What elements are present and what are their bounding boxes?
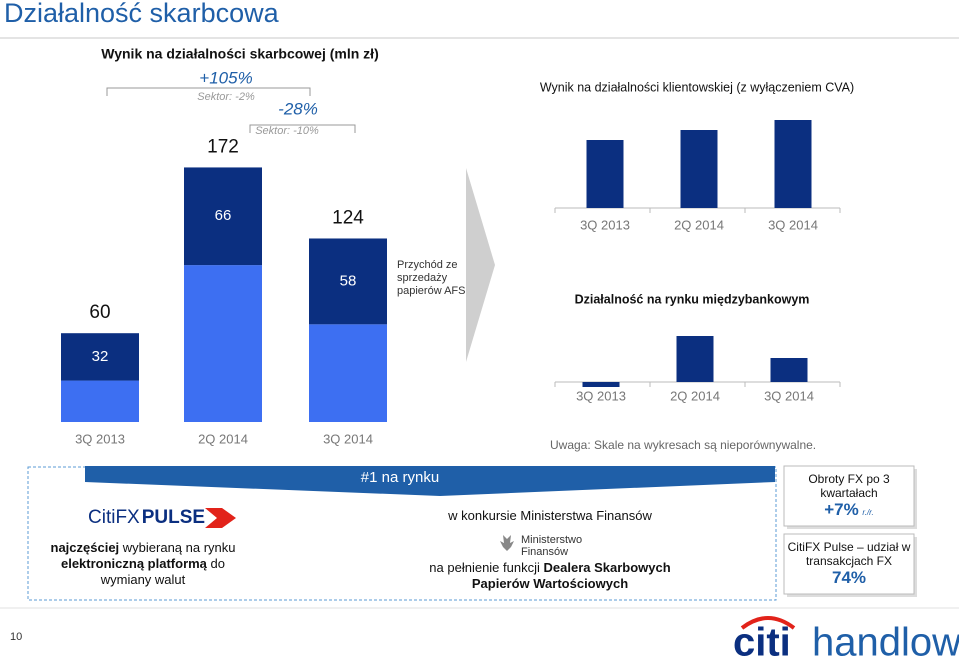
stat-box <box>783 465 915 527</box>
text-run: do wymiany walut <box>100 556 229 587</box>
page-number: 10 <box>10 631 22 643</box>
text-run: elektroniczną platformą <box>60 556 207 571</box>
award-left: najczęściej wybieraną na rynku elektroni… <box>38 540 248 588</box>
sector-label: Sektor: -10% <box>255 125 319 137</box>
bar-segment <box>184 265 262 422</box>
x-tick-label: 3Q 2013 <box>580 217 630 232</box>
stat-label: Obroty FX po 3 kwartałach <box>808 472 890 500</box>
chart-title: Działalność na rynku międzybankowym <box>575 292 810 306</box>
total-label: 172 <box>207 136 239 157</box>
segment-label: 58 <box>340 272 357 289</box>
award-contest: w konkursie Ministerstwa Finansów <box>448 508 652 523</box>
x-tick-label: 3Q 2014 <box>768 217 818 232</box>
x-tick-label: 3Q 2014 <box>764 388 814 403</box>
segment-note: Przychód ze sprzedaży papierów AFS <box>397 259 466 297</box>
bar <box>586 140 624 208</box>
stat-number: +7% <box>824 500 859 519</box>
stat-label: CitiFX Pulse – udział w transakcjach FX <box>787 540 911 568</box>
bar <box>680 130 718 208</box>
bar-segment <box>309 324 387 422</box>
slide-title: Działalność skarbcowa <box>4 0 280 28</box>
change-label: -28% <box>278 99 318 118</box>
stat-box <box>783 533 915 595</box>
total-label: 60 <box>89 302 110 323</box>
scale-note: Uwaga: Skale na wykresach są nieporównyw… <box>550 438 817 452</box>
text-run: najczęściej <box>50 540 120 555</box>
stat-number: 74% <box>831 568 867 587</box>
x-tick-label: 3Q 2014 <box>323 431 373 446</box>
bar-segment <box>184 167 262 266</box>
chevron <box>466 168 495 362</box>
award-banner <box>85 466 775 496</box>
logo-citi: citi <box>733 621 791 664</box>
bar-segment <box>61 333 139 381</box>
bar-segment <box>61 380 139 422</box>
logo-handlowy: handlowy <box>812 621 959 664</box>
logo-part: CitiFX <box>88 507 140 528</box>
ministry-logo: Ministerstwo <box>521 534 582 546</box>
stat-value: +7% r./r. <box>784 500 914 521</box>
change-label: +105% <box>199 68 252 87</box>
change-bracket <box>249 124 356 133</box>
text-run: na pełnienie funkcji <box>429 560 544 575</box>
chart-title: Wynik na działalności skarbcowej (mln zł… <box>101 46 378 62</box>
banner-text: #1 na rynku <box>361 469 439 486</box>
change-bracket <box>106 87 311 96</box>
ministry-logo: Finansów <box>521 546 568 558</box>
x-tick-label: 3Q 2013 <box>75 431 125 446</box>
logo-arc <box>740 616 796 630</box>
x-tick-label: 2Q 2014 <box>674 217 724 232</box>
bar <box>676 336 714 382</box>
bar <box>770 358 808 382</box>
stat-unit: r./r. <box>862 508 874 517</box>
eagle-icon <box>500 535 514 551</box>
product-logo: CitiFX PULSE <box>88 507 205 528</box>
x-tick-label: 2Q 2014 <box>670 388 720 403</box>
text-run: wybieraną na rynku <box>119 540 240 555</box>
segment-label: 66 <box>215 207 232 224</box>
text-run: Dealera Skarbowych Papierów Wartościowyc… <box>471 560 675 591</box>
bar <box>582 382 620 387</box>
logo-chevron <box>205 508 236 528</box>
x-tick-label: 2Q 2014 <box>198 431 248 446</box>
award-right: na pełnienie funkcji Dealera Skarbowych … <box>420 560 680 592</box>
award-frame <box>27 466 777 601</box>
chart-title: Wynik na działalności klientowskiej (z w… <box>540 80 854 94</box>
sector-label: Sektor: -2% <box>197 91 255 103</box>
bar <box>774 120 812 208</box>
segment-label: 32 <box>92 348 109 365</box>
x-tick-label: 3Q 2013 <box>576 388 626 403</box>
bar-segment <box>309 238 387 325</box>
total-label: 124 <box>332 207 364 228</box>
logo-part: PULSE <box>142 507 205 528</box>
